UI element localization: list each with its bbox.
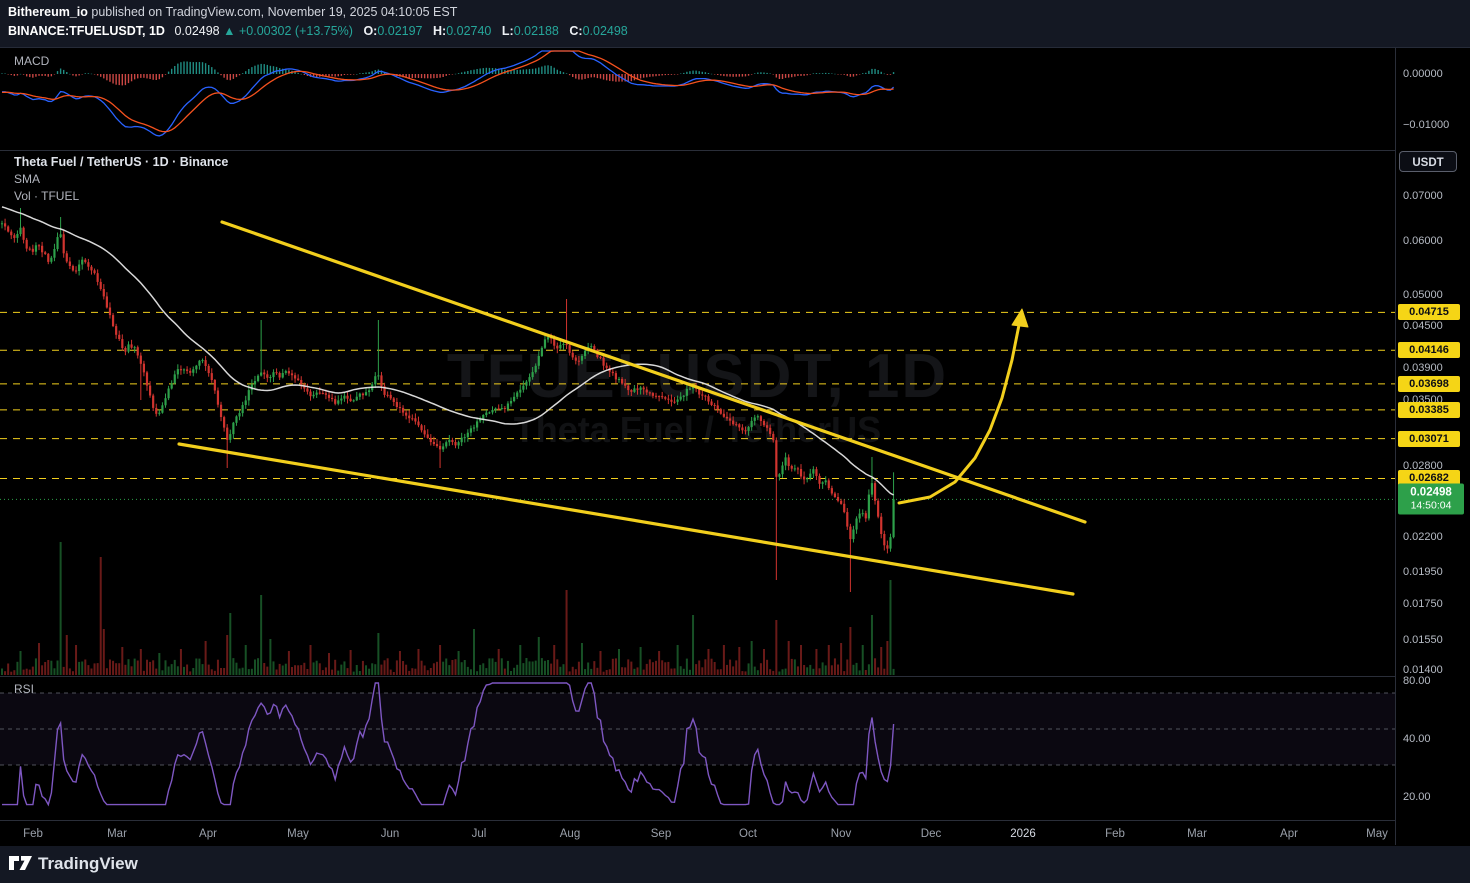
time-axis-label: 2026 (1010, 828, 1036, 840)
publish-info: published on TradingView.com, November 1… (87, 5, 458, 19)
high-label: H: (433, 24, 447, 38)
time-axis-label: Feb (1105, 828, 1125, 840)
price-axis-label: 0.02200 (1403, 530, 1443, 543)
level-price-label: 0.03071 (1398, 430, 1460, 447)
symbol-line: BINANCE:TFUELUSDT, 1D 0.02498 ▲ +0.00302… (8, 24, 628, 38)
main-pane-title[interactable]: Theta Fuel / TetherUS · 1D · Binance (14, 155, 229, 169)
price-axis-label: 0.07000 (1403, 190, 1443, 202)
publish-header: Bithereum_io published on TradingView.co… (0, 0, 1470, 48)
last-price: 0.02498 (174, 24, 220, 38)
price-axis[interactable]: USDT 0.00000 −0.01000 0.07000 0.06000 0.0500… (1396, 47, 1470, 845)
rsi-axis-label: 80.00 (1403, 675, 1431, 687)
open-value: 0.02197 (377, 24, 423, 38)
price-axis-label: 0.01550 (1403, 633, 1443, 646)
change-value: +0.00302 (+13.75%) (238, 24, 353, 38)
time-axis-label: May (1366, 828, 1388, 840)
pane-separator-main-rsi[interactable] (0, 676, 1470, 677)
pane-separator-macd-main[interactable] (0, 150, 1470, 151)
time-axis-label: Mar (107, 828, 127, 840)
level-price-label: 0.04146 (1398, 342, 1460, 359)
price-axis-label: 0.01400 (1403, 663, 1443, 676)
macd-pane-label[interactable]: MACD (14, 54, 50, 68)
time-axis-label: Nov (831, 828, 852, 840)
time-axis-label: Oct (739, 828, 758, 840)
price-axis-label: 0.02800 (1403, 459, 1443, 472)
publisher-name: Bithereum_io (8, 5, 88, 19)
publisher-line: Bithereum_io published on TradingView.co… (8, 5, 457, 19)
high-value: 0.02740 (446, 24, 492, 38)
time-axis-label: Feb (23, 828, 43, 840)
change-arrow-icon: ▲ (223, 24, 236, 38)
current-price-value: 0.02498 (1410, 486, 1452, 499)
level-price-label: 0.03698 (1398, 375, 1460, 392)
snapshot-footer: TradingView (0, 846, 1470, 883)
level-price-label: 0.03385 (1398, 401, 1460, 418)
time-axis-label: Jun (381, 828, 400, 840)
level-price-label: 0.04715 (1398, 304, 1460, 321)
price-axis-label: 0.01750 (1403, 598, 1443, 611)
time-axis-label: Apr (199, 828, 217, 840)
time-axis-label: Dec (921, 828, 942, 840)
bar-countdown: 14:50:04 (1410, 499, 1452, 512)
rsi-pane-label[interactable]: RSI (14, 682, 35, 696)
close-value: 0.02498 (582, 24, 628, 38)
time-axis-label: Jul (472, 828, 487, 840)
price-axis-label: 0.04500 (1403, 320, 1443, 333)
currency-toggle-button[interactable]: USDT (1399, 151, 1457, 172)
price-axis-label: 0.06000 (1403, 235, 1443, 248)
time-axis-label: Sep (651, 828, 671, 840)
price-axis-label: 0.05000 (1403, 289, 1443, 302)
symbol-name[interactable]: BINANCE:TFUELUSDT, 1D (8, 24, 165, 38)
close-label: C: (569, 24, 583, 38)
open-label: O: (363, 24, 378, 38)
time-axis-label: May (287, 828, 309, 840)
time-axis-separator (0, 820, 1470, 821)
tradingview-wordmark[interactable]: TradingView (38, 854, 138, 873)
sma-label[interactable]: SMA (14, 172, 41, 186)
time-axis-label: Mar (1187, 828, 1207, 840)
price-axis-label: 0.01950 (1403, 566, 1443, 579)
price-axis-label: 0.03900 (1403, 362, 1443, 375)
volume-label[interactable]: Vol · TFUEL (14, 189, 80, 203)
price-axis-divider (1395, 47, 1396, 845)
macd-axis-label: −0.01000 (1403, 119, 1450, 131)
level-price-label: 0.02682 (1398, 470, 1460, 487)
low-label: L: (501, 24, 514, 38)
current-price-label: 0.02498 14:50:04 (1398, 483, 1464, 515)
time-axis-label: Apr (1280, 828, 1298, 840)
time-axis-label: Aug (560, 828, 580, 840)
tradingview-logo-icon[interactable] (8, 853, 34, 877)
rsi-axis-label: 20.00 (1403, 791, 1431, 803)
rsi-axis-label: 40.00 (1403, 733, 1431, 745)
low-value: 0.02188 (513, 24, 559, 38)
macd-axis-label: 0.00000 (1403, 68, 1443, 80)
